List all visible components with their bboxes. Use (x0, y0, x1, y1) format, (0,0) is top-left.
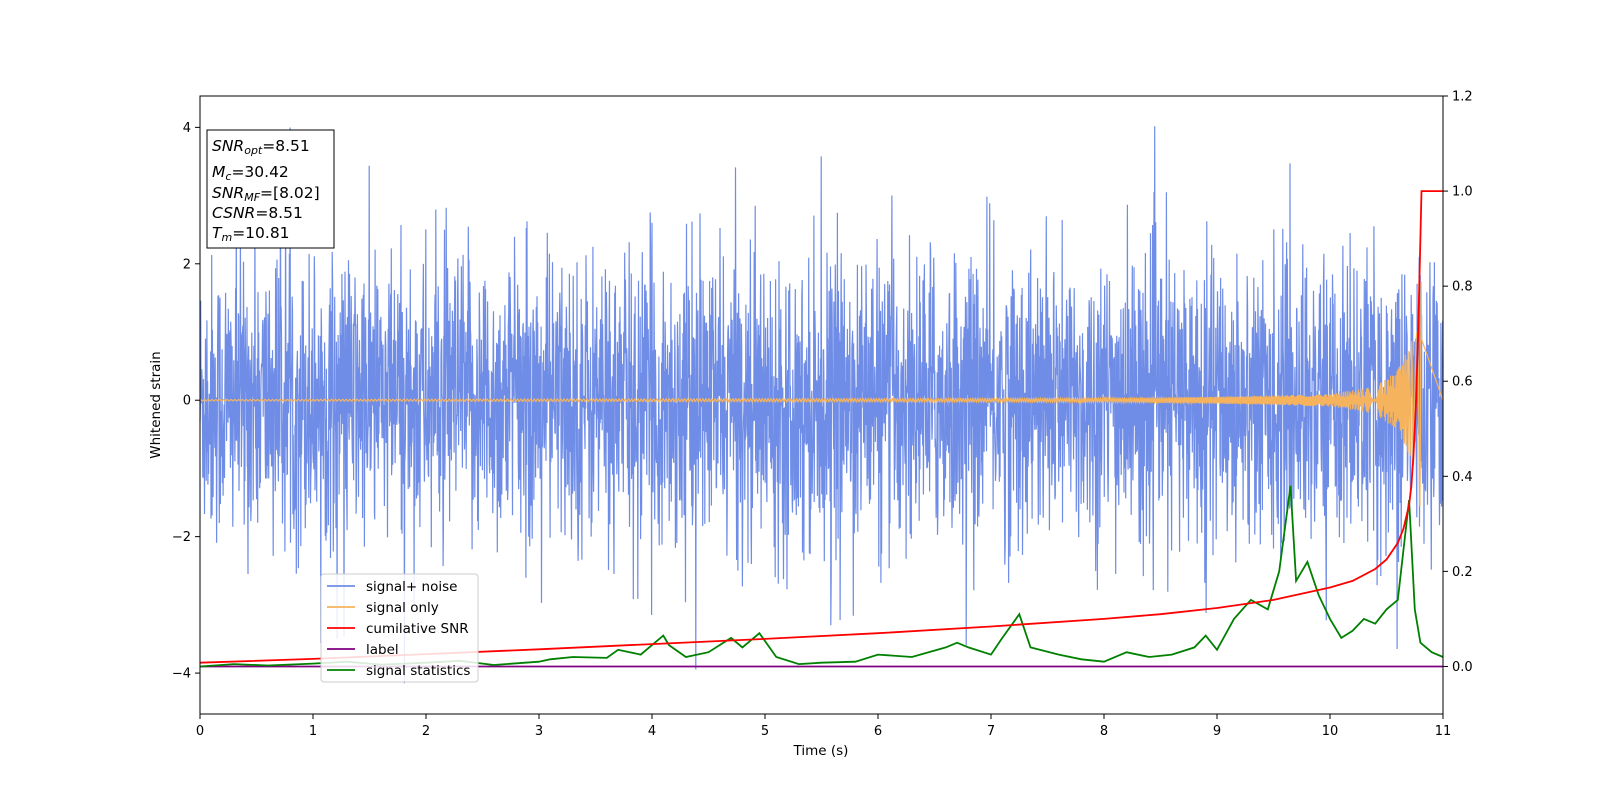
y2-tick-label: 0.6 (1452, 375, 1473, 390)
legend: signal+ noise signal only cumilative SNR la… (320, 573, 479, 683)
info-box-line: SNRopt=8.51 (212, 137, 310, 157)
x-tick-label: 4 (648, 724, 656, 739)
y-tick-label: 4 (183, 121, 191, 136)
x-tick-label: 8 (1100, 724, 1108, 739)
x-tick-label: 11 (1435, 724, 1452, 739)
x-tick-label: 1 (309, 724, 317, 739)
y2-axis-ticks: 0.0 0.2 0.4 0.6 0.8 1.0 1.2 (1443, 90, 1473, 675)
y2-tick-label: 0.8 (1452, 280, 1473, 295)
y-tick-label: 0 (183, 394, 191, 409)
series-cumulative-snr-line (199, 190, 1443, 664)
legend-entry-label: signal statistics (366, 663, 470, 679)
y2-tick-label: 0.2 (1452, 565, 1473, 580)
legend-entry-label: cumilative SNR (366, 621, 469, 637)
series-signal-statistics-line (199, 485, 1444, 668)
y-tick-label: −2 (172, 530, 191, 545)
info-box-line: Mc=30.42 (212, 163, 289, 183)
signal-only-series-layer (199, 281, 1444, 507)
y-axis-ticks: −4 −2 0 2 4 (172, 121, 200, 682)
x-tick-label: 7 (987, 724, 995, 739)
x-tick-label: 3 (535, 724, 543, 739)
series-signal-noise-line (199, 126, 1444, 684)
legend-entry-label: label (366, 642, 399, 658)
legend-entry-label: signal+ noise (366, 579, 457, 595)
info-box-frame (206, 129, 335, 249)
x-tick-label: 5 (761, 724, 769, 739)
noise-series-layer (199, 126, 1444, 684)
info-box-line: SNRMF=[8.02] (212, 184, 320, 204)
legend-entry-label: signal only (366, 600, 439, 616)
x-axis-label: Time (s) (793, 743, 849, 759)
y-tick-label: −4 (172, 667, 191, 682)
y-axis-label: Whitened strain (148, 351, 164, 458)
y2-tick-label: 1.2 (1452, 90, 1473, 105)
plot-frame (199, 95, 1444, 715)
info-box-line: Tm=10.81 (212, 224, 290, 244)
x-tick-label: 6 (874, 724, 882, 739)
legend-frame (320, 573, 479, 683)
y-tick-label: 2 (183, 257, 191, 272)
y2-tick-label: 1.0 (1452, 185, 1473, 200)
info-box: SNRopt=8.51 Mc=30.42SNRMF=[8.02]CSNR=8.51… (206, 129, 335, 249)
x-tick-label: 10 (1322, 724, 1339, 739)
y2-tick-label: 0.4 (1452, 470, 1473, 485)
info-box-line: CSNR=8.51 (212, 204, 303, 222)
y2-tick-label: 0.0 (1452, 660, 1473, 675)
x-tick-label: 0 (196, 724, 204, 739)
x-tick-label: 2 (422, 724, 430, 739)
x-axis-ticks: 0 1 2 3 4 5 6 7 8 9 10 11 (196, 714, 1451, 739)
x-tick-label: 9 (1213, 724, 1221, 739)
series-signal-only-line (199, 281, 1444, 507)
